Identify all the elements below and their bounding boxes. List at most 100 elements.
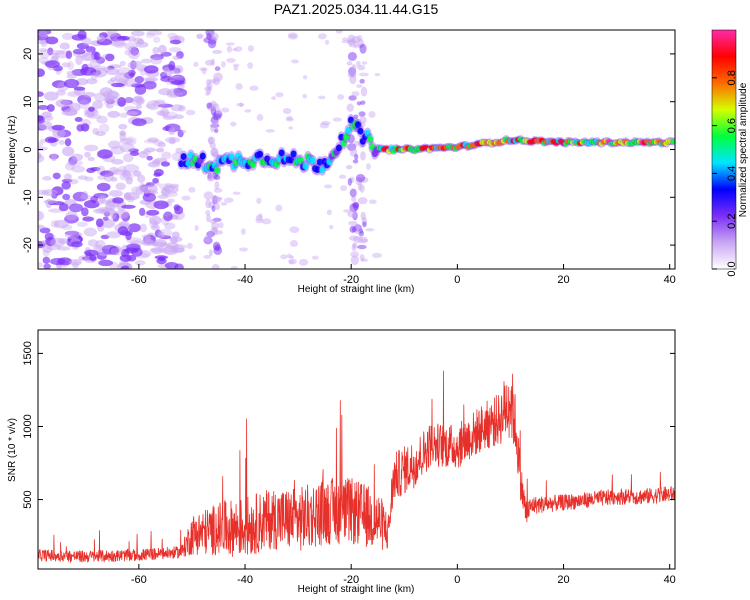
spectrogram-speckle: [205, 214, 211, 223]
spectrogram-speckle: [287, 32, 298, 39]
spectrogram-speckle: [136, 174, 146, 183]
spectrogram-speckle: [146, 100, 161, 111]
spectrogram-speckle: [169, 39, 182, 45]
snr-series-line: [38, 370, 675, 564]
spectrogram-speckle: [103, 97, 112, 106]
spectrogram-speckle: [71, 153, 84, 161]
spectrogram-ridge-cell: [367, 135, 374, 143]
spectrogram-speckle: [95, 199, 110, 205]
spectrogram-speckle: [357, 197, 368, 205]
spectrogram-speckle: [38, 49, 51, 59]
spectrogram-speckle: [358, 72, 369, 77]
spectrogram-speckle: [76, 221, 88, 227]
spectrogram-speckle: [62, 193, 71, 201]
spectrogram-speckle: [177, 105, 186, 112]
spectrogram-speckle: [256, 197, 262, 204]
spectrogram-speckle: [118, 123, 128, 130]
spectrogram-speckle: [164, 222, 176, 230]
spectrogram-speckle: [38, 210, 45, 221]
spectrogram-speckle: [244, 109, 252, 113]
spectrogram-speckle: [170, 237, 178, 244]
spectrogram-speckle: [150, 224, 161, 231]
spectrogram-speckle: [160, 107, 170, 118]
spectrogram-speckle: [64, 230, 80, 236]
spectrogram-speckle: [168, 60, 176, 71]
spectrogram-ridge-cell: [316, 158, 323, 166]
colorbar-label: Normalized spectral amplitude: [738, 82, 749, 217]
spectrogram-speckle: [352, 201, 360, 209]
spectrogram-speckle: [135, 104, 143, 110]
spectrogram-speckle: [324, 184, 333, 189]
spectrogram-ridge-cell: [345, 126, 352, 134]
spectrogram-speckle: [47, 47, 54, 56]
spectrogram-speckle: [302, 93, 307, 99]
spectrogram-speckle: [337, 94, 345, 100]
spectrogram-speckle: [111, 82, 125, 88]
spectrogram-speckle: [349, 225, 356, 233]
spectrogram-speckle: [332, 117, 342, 122]
spectrogram-speckle: [124, 42, 138, 51]
spectrogram-speckle: [125, 176, 133, 185]
spectrogram-speckle: [224, 197, 234, 203]
spectrogram-speckle: [105, 98, 115, 105]
spectrogram-speckle: [213, 188, 223, 193]
spectrogram-speckle: [349, 188, 357, 198]
spectrogram-speckle: [72, 48, 86, 55]
spectrogram-speckle: [208, 174, 216, 182]
spectrogram-panel: -60 -40 -20 0 20 40 -20 -10 0 10 20 Height of str…: [7, 29, 676, 295]
spectrogram-speckle: [275, 92, 284, 98]
x-tick-label: -40: [237, 574, 253, 586]
spectrogram-speckle: [239, 102, 244, 108]
spectrogram-speckle: [68, 203, 84, 213]
spectrogram-speckle: [158, 256, 166, 262]
snr-y-label: SNR (10 * v/v): [7, 418, 18, 482]
spectrogram-speckle: [212, 77, 221, 86]
spectrogram-speckle: [98, 195, 106, 204]
spectrogram-speckle: [134, 260, 146, 266]
spectrogram-ridge-cell: [340, 139, 347, 147]
spectrogram-speckle: [152, 46, 160, 55]
spectrogram-speckle: [130, 83, 145, 88]
spectrogram-speckle: [232, 47, 238, 52]
spectrogram-speckle: [361, 61, 368, 65]
spectrogram-speckle: [335, 30, 343, 34]
spectrogram-speckle: [43, 199, 58, 204]
spectrogram-ridge-cell: [249, 161, 256, 169]
spectrogram-speckle: [232, 191, 241, 195]
spectrogram-speckle: [95, 218, 104, 228]
spectrogram-speckle: [81, 191, 89, 199]
x-tick-label: -60: [131, 274, 147, 286]
spectrogram-ridge-cell: [180, 153, 187, 161]
spectrogram-speckle: [175, 147, 183, 154]
spectrogram-speckle: [96, 35, 106, 42]
spectrogram-speckle: [286, 253, 292, 259]
spectrogram-speckle: [110, 40, 126, 47]
spectrogram-speckle: [111, 158, 124, 165]
spectrogram-speckle: [366, 163, 371, 170]
spectrogram-speckle: [212, 241, 221, 251]
spectrogram-speckle: [168, 127, 176, 136]
spectrogram-speckle: [211, 205, 216, 212]
spectrogram-speckle: [155, 147, 165, 153]
spectrogram-ridge-cell: [319, 166, 326, 174]
spectrogram-speckle: [150, 247, 164, 255]
spectrogram-speckle: [204, 234, 212, 242]
spectrogram-speckle: [105, 94, 115, 102]
spectrogram-speckle: [98, 259, 114, 267]
spectrogram-speckle: [134, 76, 145, 84]
spectrogram-speckle: [55, 98, 71, 108]
spectrogram-speckle: [89, 59, 101, 68]
spectrogram-speckle: [68, 102, 81, 112]
x-tick-label: 20: [557, 574, 569, 586]
spectrogram-speckle: [163, 184, 175, 193]
spectrogram-speckle: [84, 110, 95, 118]
spectrogram-speckle: [158, 44, 167, 54]
spectrogram-speckle: [87, 156, 95, 162]
spectrogram-speckle: [85, 46, 96, 53]
spectrogram-ridge-cell: [369, 143, 376, 151]
spectrogram-speckle: [81, 207, 89, 217]
spectrogram-speckle: [359, 116, 367, 124]
spectrogram-speckle: [124, 49, 131, 56]
spectrogram-speckle: [201, 67, 207, 75]
spectrogram-speckle: [288, 259, 295, 264]
